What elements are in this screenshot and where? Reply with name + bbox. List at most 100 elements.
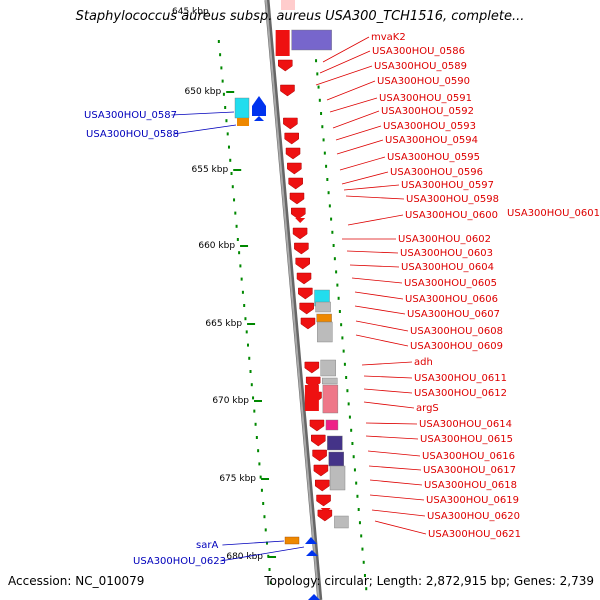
gene-label: USA300HOU_0606 [405,294,498,305]
label-leader [345,195,405,200]
gene-label: USA300HOU_0605 [404,278,497,289]
gene-label: USA300HOU_0588 [86,129,179,140]
scale-tick [326,178,329,181]
kbp-tick [240,245,249,247]
scale-tick [322,138,325,142]
scale-tick [244,317,247,321]
scale-tick [365,587,368,591]
scale-tick [239,264,242,268]
scale-tick [340,323,343,327]
kbp-label: 655 kbp [192,165,229,175]
gene-feature [284,132,299,145]
label-leader [336,139,384,155]
scale-tick [229,158,232,162]
gene-feature [295,257,310,270]
label-leader [173,124,237,135]
scale-tick [343,362,346,366]
gene-label: USA300HOU_0600 [405,210,498,221]
gene-feature [292,227,308,240]
scale-tick [249,370,252,373]
label-leader [322,36,370,63]
label-leader [365,435,419,440]
label-leader [339,156,386,171]
scale-tick [219,53,222,57]
gene-feature [305,537,317,544]
kbp-label: 670 kbp [212,396,249,406]
scale-tick [348,415,351,419]
scale-tick [363,574,366,577]
scale-tick [315,59,318,63]
scale-tick [220,66,223,70]
kbp-label: 675 kbp [219,474,256,484]
scale-tick [327,191,330,195]
gene-feature [306,550,318,556]
gene-feature [299,302,314,315]
gene-feature [314,479,330,492]
label-leader [355,334,409,347]
scale-tick [356,494,359,498]
kbp-label: 645 kbp [172,7,209,17]
scale-tick [264,528,267,532]
scale-tick [317,85,320,89]
gene-feature [328,451,344,467]
label-leader [354,305,406,315]
scale-tick [333,257,336,261]
scale-tick [258,462,261,466]
gene-feature [275,30,290,56]
scale-tick [252,396,255,400]
label-leader [355,320,409,332]
gene-feature [252,96,266,116]
scale-tick [263,515,266,519]
gene-feature [283,88,294,93]
gene-feature [288,177,303,190]
scale-tick [240,277,243,281]
gene-feature [316,494,331,507]
label-leader [354,291,404,300]
gene-feature [329,465,346,491]
gene-feature [334,515,349,529]
gene-feature [289,192,305,205]
scale-tick [323,151,326,155]
scale-tick [328,204,331,208]
gene-label: USA300HOU_0617 [423,465,516,476]
scale-tick [361,547,364,551]
scale-tick [320,112,323,115]
map-title: Staphylococcus aureus subsp. aureus USA3… [75,9,525,24]
genome-backbone [264,0,323,600]
gene-feature [295,218,306,223]
gene-feature [317,321,333,343]
scale-tick [217,40,220,43]
gene-label: argS [416,403,439,414]
gene-feature [315,301,331,313]
gene-label: USA300HOU_0587 [84,110,177,121]
label-leader [363,401,415,409]
gene-feature [281,0,295,10]
gene-label: USA300HOU_0609 [410,341,503,352]
gene-feature [320,359,336,377]
gene-feature [311,434,326,447]
gene-label: USA300HOU_0620 [427,511,520,522]
gene-feature [294,242,309,255]
scale-tick [243,304,246,307]
scale-tick [255,436,258,439]
backbone-highlight [265,0,320,600]
scale-tick [221,79,224,83]
label-leader [319,50,371,74]
scale-tick [231,185,234,189]
scale-tick [362,560,365,564]
gene-feature [322,384,339,414]
kbp-scale: 650 kbp 655 kbp 660 kbp 665 kbp 670 kbp 675 k… [172,7,277,562]
gene-label: USA300HOU_0595 [387,152,480,163]
label-leader [332,110,380,129]
gene-feature [298,287,313,300]
label-leader [351,277,403,284]
label-leader [369,479,423,486]
gene-label: USA300HOU_0615 [420,434,513,445]
kbp-tick [247,323,256,325]
gene-feature [234,97,250,119]
scale-tick [351,442,354,445]
scale-tick [259,475,262,479]
scale-tick [347,402,350,406]
scale-tick [260,488,263,492]
scale-tick [245,330,248,334]
